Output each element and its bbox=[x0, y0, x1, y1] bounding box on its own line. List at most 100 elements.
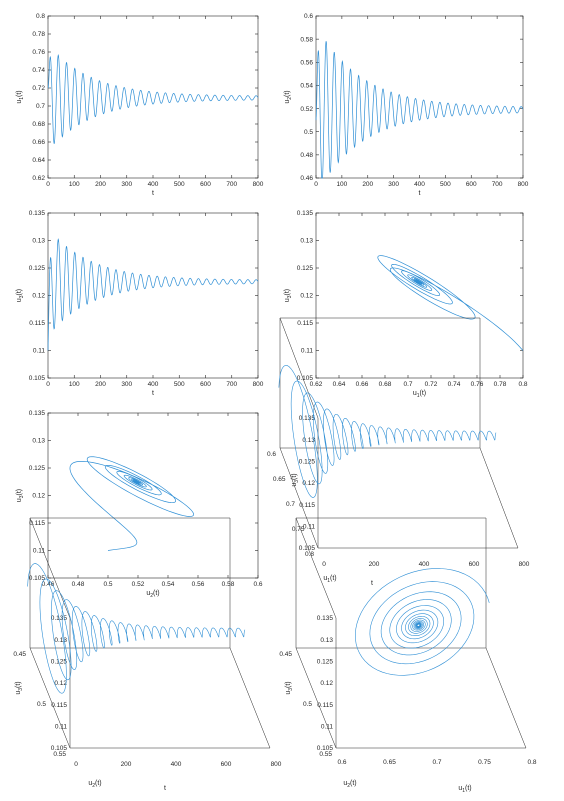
y-tick-label: 0.12 bbox=[32, 293, 45, 300]
x-tick-label: 0.48 bbox=[72, 581, 85, 588]
x-tick-label: 0.75 bbox=[478, 759, 491, 766]
box-edge bbox=[29, 647, 71, 749]
series-line bbox=[377, 255, 524, 351]
series-line bbox=[315, 41, 524, 179]
x-tick-label: 400 bbox=[171, 761, 182, 768]
x-axis-label: t bbox=[419, 190, 421, 197]
y-axis-label: u3(t) bbox=[16, 489, 25, 502]
x-tick-label: 0.8 bbox=[518, 381, 527, 388]
z-tick-label: 0.105 bbox=[51, 745, 68, 752]
y-axis-label: u1(t) bbox=[16, 90, 25, 103]
y-tick-label: 0.6 bbox=[267, 451, 276, 458]
y-tick-label: 0.105 bbox=[29, 575, 46, 582]
x-tick-label: 700 bbox=[226, 381, 237, 388]
y-tick-label: 0.68 bbox=[32, 121, 45, 128]
y-tick-label: 0.64 bbox=[32, 157, 45, 164]
x-tick-label: 200 bbox=[121, 761, 132, 768]
z-tick-label: 0.115 bbox=[51, 702, 67, 709]
y-tick-label: 0.75 bbox=[292, 526, 305, 533]
chart-u3-vs-u2: 0.46 0.48 0.5 0.52 0.54 0.56 0.58 0.6 0.105 0.11 0… bbox=[16, 410, 263, 599]
x-tick-label: 0.64 bbox=[333, 381, 346, 388]
y-tick-label: 0.45 bbox=[13, 651, 26, 658]
z-tick-label: 0.13 bbox=[320, 637, 333, 644]
z-tick-label: 0.135 bbox=[299, 415, 316, 422]
x-tick-label: 0.74 bbox=[448, 381, 461, 388]
y-tick-label: 0.135 bbox=[297, 210, 314, 217]
z-tick-label: 0.11 bbox=[321, 724, 334, 731]
series-line bbox=[47, 238, 259, 351]
box-edge bbox=[279, 317, 319, 419]
x-tick-label: 0.78 bbox=[494, 381, 507, 388]
y-tick-label: 0.58 bbox=[300, 36, 313, 43]
z-tick-label: 0.12 bbox=[320, 680, 333, 687]
y-tick-label: 0.115 bbox=[29, 320, 45, 327]
y-tick-label: 0.7 bbox=[286, 501, 295, 508]
plot-frame bbox=[315, 15, 524, 179]
x-tick-label: 500 bbox=[440, 181, 451, 188]
y-tick-label: 0.105 bbox=[29, 375, 46, 382]
y-tick-label: 0.125 bbox=[29, 465, 46, 472]
y-tick-label: 0.11 bbox=[301, 348, 314, 355]
y-tick-label: 0.5 bbox=[304, 129, 313, 136]
y-tick-label: 0.78 bbox=[32, 31, 45, 38]
y-tick-label: 0.13 bbox=[32, 438, 45, 445]
x-tick-label: 400 bbox=[414, 181, 425, 188]
box-edge bbox=[295, 647, 337, 749]
y-tick-label: 0.8 bbox=[305, 551, 314, 558]
y-tick-label: 0.11 bbox=[33, 548, 46, 555]
x-tick-label: 800 bbox=[253, 181, 264, 188]
x-tick-label: 200 bbox=[362, 181, 373, 188]
y-tick-label: 0.12 bbox=[300, 293, 313, 300]
z-tick-label: 0.135 bbox=[317, 615, 334, 622]
y-tick-label: 0.12 bbox=[32, 493, 45, 500]
plot-frame bbox=[47, 15, 259, 179]
x-tick-label: 0.58 bbox=[222, 581, 235, 588]
y-tick-label: 0.13 bbox=[32, 238, 45, 245]
z-tick-label: 0.125 bbox=[299, 459, 316, 466]
z-tick-label: 0.13 bbox=[302, 437, 315, 444]
x-tick-label: 500 bbox=[174, 381, 185, 388]
y-tick-label: 0.54 bbox=[300, 83, 313, 90]
x-axis-label: u2(t) bbox=[146, 590, 159, 599]
z-axis-label: u3(t) bbox=[291, 473, 300, 486]
box-edge bbox=[29, 517, 71, 619]
y-axis-label: u1(t) bbox=[323, 575, 336, 584]
x-tick-label: 600 bbox=[200, 181, 211, 188]
chart-3d-u1-u2-u3: 0.105 0.11 0.115 0.12 0.125 0.13 0.135 0.6 0.65 0… bbox=[279, 517, 537, 794]
x-tick-label: 200 bbox=[369, 561, 380, 568]
box-edge bbox=[229, 647, 271, 749]
y-tick-label: 0.5 bbox=[37, 701, 46, 708]
y-tick-label: 0.72 bbox=[32, 85, 45, 92]
x-tick-label: 600 bbox=[466, 181, 477, 188]
y-tick-label: 0.5 bbox=[303, 701, 312, 708]
box-edge bbox=[279, 447, 319, 549]
y-tick-label: 0.62 bbox=[32, 175, 45, 182]
x-axis-label: t bbox=[371, 580, 373, 587]
y-axis-label: u2(t) bbox=[88, 780, 101, 789]
y-tick-label: 0.48 bbox=[300, 152, 313, 159]
x-axis-label: t bbox=[164, 785, 166, 792]
chart-u1-vs-t: 0 100 200 300 400 500 600 700 800 0.62 0.64 0.66 0.6… bbox=[16, 13, 264, 197]
y-tick-label: 0.8 bbox=[36, 13, 45, 20]
x-tick-label: 300 bbox=[121, 181, 132, 188]
x-tick-label: 300 bbox=[388, 181, 399, 188]
x-tick-label: 0.46 bbox=[42, 581, 55, 588]
x-axis-label: u1(t) bbox=[458, 785, 471, 794]
z-axis-label: u3(t) bbox=[285, 681, 294, 694]
y-tick-label: 0.13 bbox=[300, 238, 313, 245]
x-tick-label: 0 bbox=[46, 181, 50, 188]
plot-frame bbox=[47, 412, 259, 579]
z-tick-label: 0.13 bbox=[54, 637, 67, 644]
z-tick-label: 0.115 bbox=[299, 502, 315, 509]
x-tick-label: 800 bbox=[253, 381, 264, 388]
box-edge bbox=[295, 517, 337, 619]
x-tick-label: 0.52 bbox=[132, 581, 145, 588]
x-tick-label: 200 bbox=[95, 381, 106, 388]
y-tick-label: 0.55 bbox=[53, 751, 66, 758]
y-axis-label: u2(t) bbox=[343, 780, 356, 789]
box-edge bbox=[479, 447, 519, 549]
plot-frame bbox=[47, 212, 259, 379]
y-tick-label: 0.46 bbox=[300, 175, 313, 182]
x-tick-label: 0.68 bbox=[379, 381, 392, 388]
